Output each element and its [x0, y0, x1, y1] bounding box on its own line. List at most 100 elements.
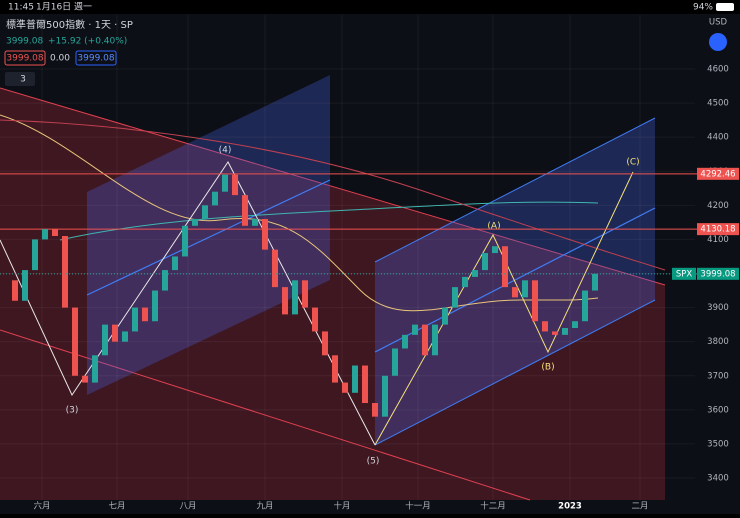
candle-body [222, 174, 228, 192]
candle-body [492, 246, 498, 254]
level-tag [697, 167, 739, 180]
candle-body [162, 270, 168, 291]
candle-body [72, 307, 78, 376]
y-tick-label: 4100 [707, 235, 729, 245]
wave-label: (5) [367, 457, 380, 467]
candle-body [412, 324, 418, 335]
buy-price[interactable]: 3999.08 [77, 54, 114, 64]
level-label: 4130.18 [700, 225, 735, 235]
moving-average [0, 119, 666, 271]
level-tag [697, 223, 739, 236]
x-tick-label: 十月 [333, 501, 350, 512]
candle-body [102, 324, 108, 356]
candle-body [312, 307, 318, 332]
battery-icon [716, 3, 734, 11]
candle-body [372, 403, 378, 417]
price-change: +15.92 (+0.40%) [48, 37, 127, 47]
candle-body [462, 276, 468, 288]
candle-body [582, 290, 588, 322]
candle-body [512, 287, 518, 298]
y-tick-label: 4400 [707, 133, 729, 143]
candle-body [562, 328, 568, 335]
sell-price[interactable]: 3999.08 [6, 54, 43, 64]
candle-body [532, 280, 538, 322]
channel-edge [374, 117, 656, 263]
buy-button[interactable] [75, 50, 117, 66]
status-battery: 94% [693, 3, 713, 13]
candle-body [42, 229, 48, 240]
candle-body [542, 321, 548, 332]
candle-body [382, 375, 388, 417]
candle-body [62, 236, 68, 308]
x-tick-label: 二月 [631, 502, 648, 512]
bear-channel [0, 88, 665, 500]
candle-body [282, 287, 288, 315]
wave-label: (3) [66, 406, 79, 416]
candle-body [92, 355, 98, 383]
y-tick-label: 3800 [707, 337, 729, 347]
candle-body [212, 191, 218, 206]
channel-edge [374, 299, 656, 446]
x-tick-label: 九月 [256, 502, 273, 512]
x-tick-label: 十二月 [480, 501, 506, 512]
y-tick-label: 3600 [707, 405, 729, 415]
y-tick-label: 3700 [707, 371, 729, 381]
wave-label: (B) [541, 363, 554, 373]
candle-body [142, 307, 148, 322]
indicator-count[interactable]: 3 [20, 75, 26, 85]
spread: 0.00 [50, 54, 70, 64]
wave-label: (4) [219, 146, 232, 156]
candle-body [352, 365, 358, 393]
indicator-toggle[interactable] [5, 72, 35, 86]
candle-body [522, 280, 528, 298]
candle-body [132, 307, 138, 332]
y-tick-label: 3400 [707, 474, 729, 484]
moving-average [59, 201, 599, 241]
channel-mid [374, 207, 656, 353]
currency: USD [709, 18, 728, 28]
moving-average [0, 114, 599, 312]
y-tick-label: 3900 [707, 303, 729, 313]
y-tick-label: 4500 [707, 99, 729, 109]
candle-body [52, 229, 58, 237]
channel-line [0, 329, 531, 501]
candle-body [292, 280, 298, 315]
candle-body [592, 273, 598, 291]
candle-body [152, 290, 158, 322]
sell-button[interactable] [4, 50, 46, 66]
last-price: 3999.08 [6, 37, 43, 47]
candle-body [192, 218, 198, 226]
candle-body [452, 287, 458, 308]
candle-body [442, 307, 448, 325]
candle-body [432, 324, 438, 356]
last-tag [697, 267, 739, 280]
candle-body [362, 365, 368, 404]
fullscreen-button[interactable] [709, 33, 727, 51]
level-label: 4292.46 [700, 169, 735, 179]
candle-body [502, 246, 508, 288]
symbol-title: 標準普爾500指數 · 1天 · SP [6, 18, 133, 31]
x-tick-label: 八月 [179, 502, 196, 512]
x-tick-label: 2023 [558, 502, 582, 512]
candle-body [22, 270, 28, 301]
candle-body [242, 195, 248, 226]
candle-body [572, 321, 578, 329]
candle-body [32, 239, 38, 271]
y-tick-label: 4600 [707, 65, 729, 75]
y-tick-label: 3500 [707, 439, 729, 449]
wave-label: (C) [626, 158, 639, 168]
x-tick-label: 七月 [108, 502, 125, 512]
candle-body [272, 249, 278, 288]
symbol-label: SPX [676, 269, 693, 279]
y-tick-label: 4200 [707, 201, 729, 211]
candle-body [302, 280, 308, 308]
candle-body [252, 218, 258, 226]
channel-mid [86, 179, 331, 296]
candle-body [332, 355, 338, 383]
x-tick-label: 十一月 [405, 501, 431, 512]
candle-body [172, 256, 178, 271]
wave-line [0, 161, 376, 446]
status-bar [0, 0, 740, 14]
